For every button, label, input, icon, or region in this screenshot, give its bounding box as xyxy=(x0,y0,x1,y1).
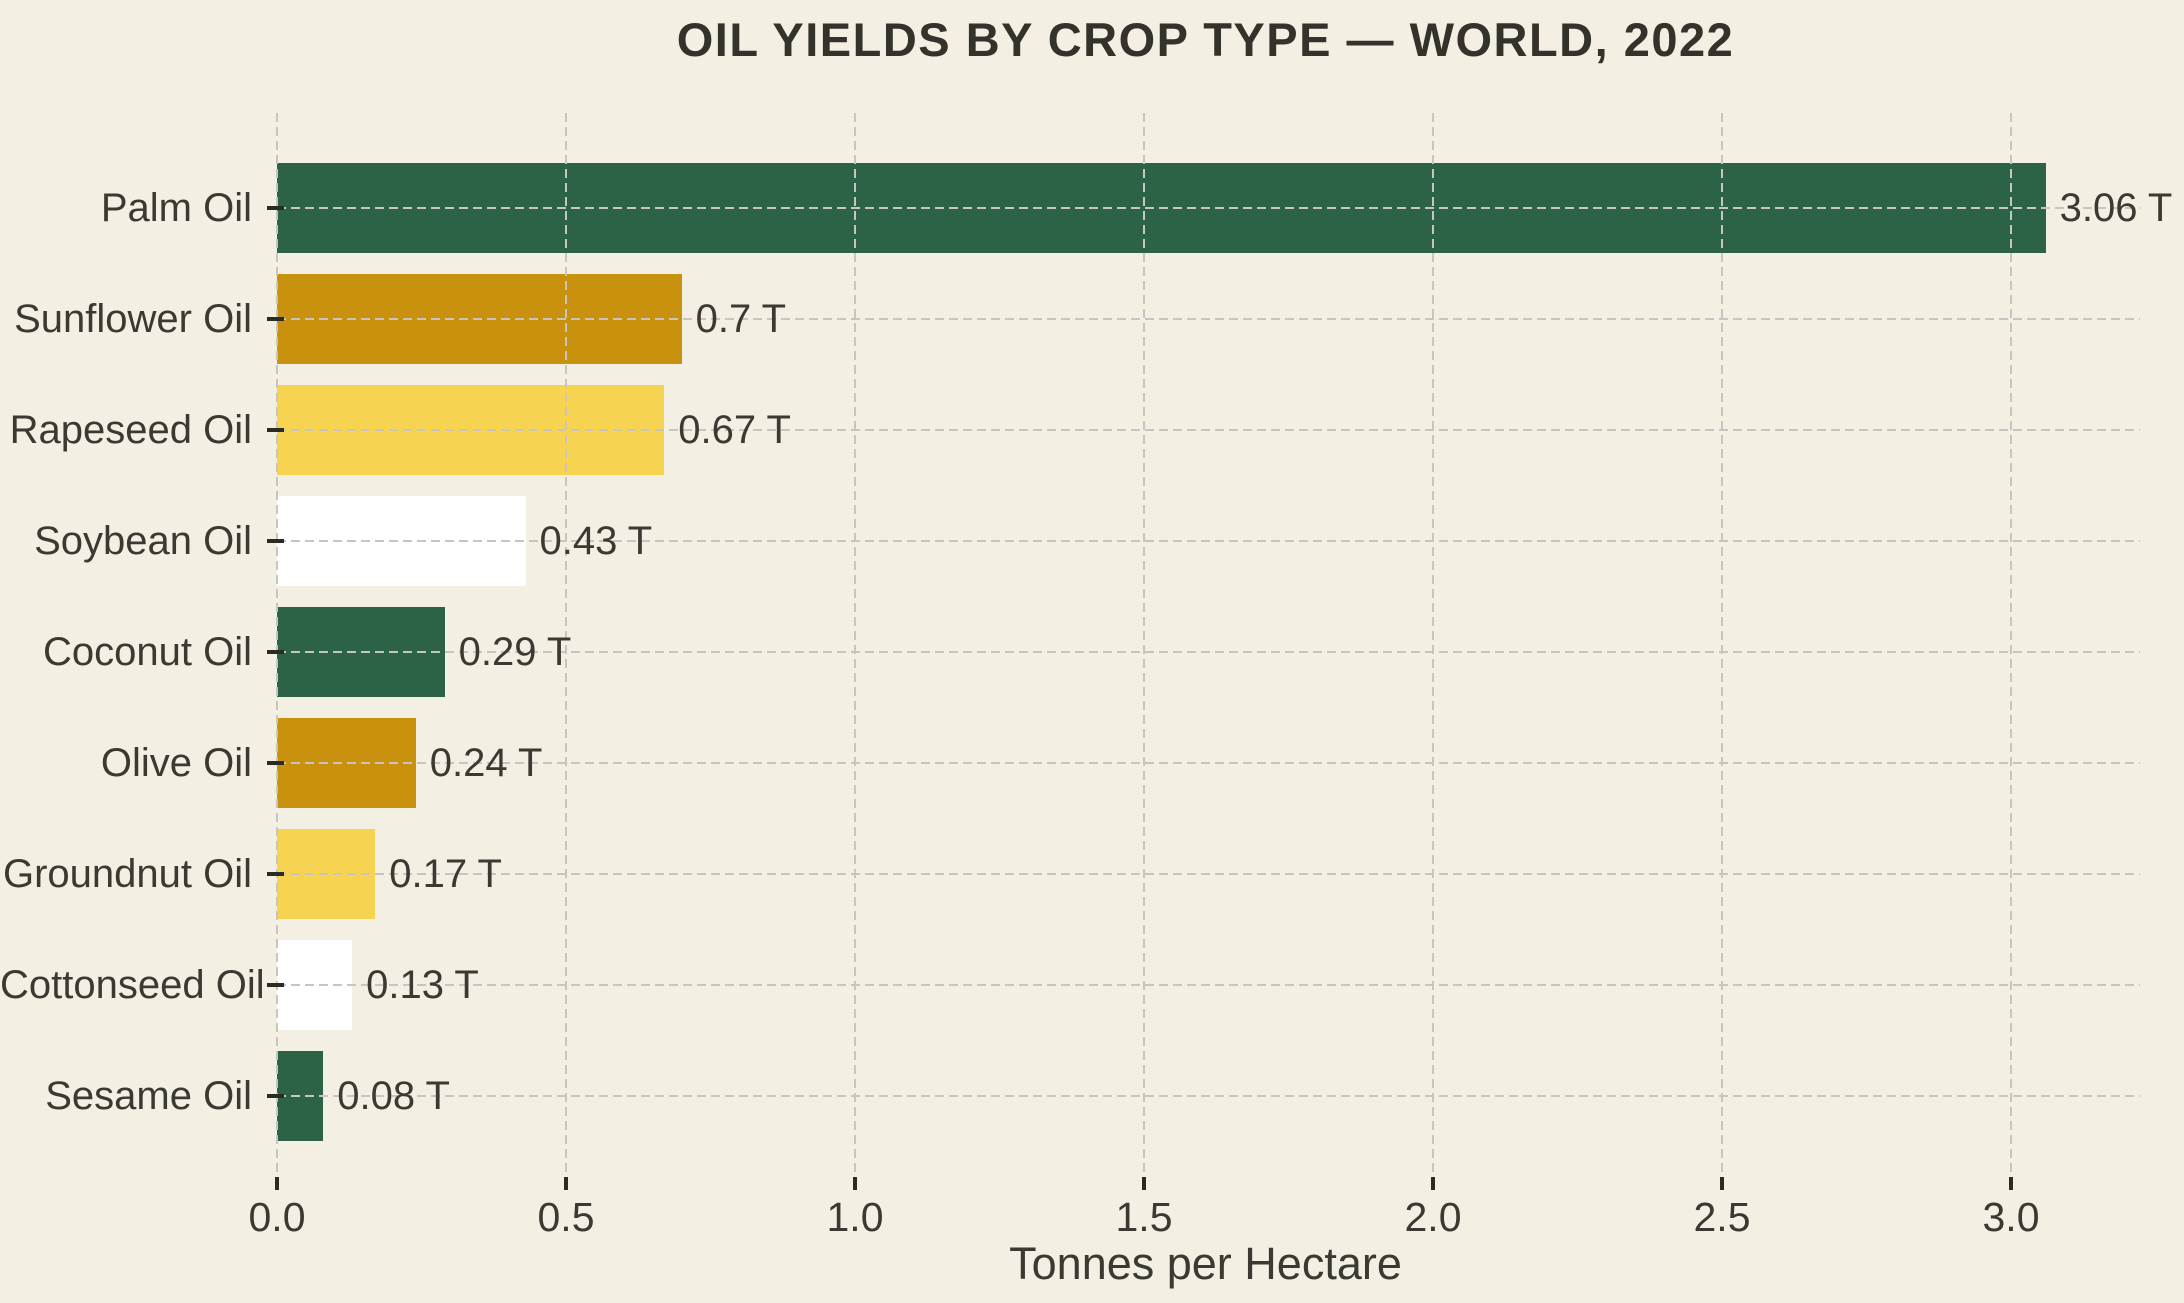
category-label-soybean-oil: Soybean Oil xyxy=(34,518,252,563)
value-label-soybean-oil: 0.43 T xyxy=(539,518,653,563)
category-label-cottonseed-oil: Cottonseed Oil xyxy=(0,963,265,1008)
x-tick xyxy=(564,1177,568,1190)
x-tick xyxy=(1720,1177,1724,1190)
h-gridline xyxy=(277,762,2140,764)
h-gridline xyxy=(277,984,2140,987)
value-label-sesame-oil: 0.08 T xyxy=(337,1074,450,1119)
h-gridline xyxy=(277,650,2140,653)
category-label-coconut-oil: Coconut Oil xyxy=(43,629,252,674)
x-axis-label: Tonnes per Hectare xyxy=(1009,1238,1402,1289)
y-tick xyxy=(267,205,284,210)
v-gridline xyxy=(2010,113,2012,1175)
y-tick xyxy=(267,316,284,321)
value-label-sunflower-oil: 0.7 T xyxy=(695,296,787,341)
y-tick xyxy=(267,872,284,877)
v-gridline xyxy=(565,113,567,1175)
x-tick-label: 1.5 xyxy=(1115,1194,1173,1240)
v-gridline xyxy=(854,113,856,1175)
x-tick xyxy=(2009,1177,2013,1190)
h-gridline xyxy=(277,539,2140,542)
value-label-palm-oil: 3.06 T xyxy=(2059,185,2173,230)
value-label-cottonseed-oil: 0.13 T xyxy=(366,963,479,1008)
x-tick xyxy=(275,1177,279,1190)
category-label-rapeseed-oil: Rapeseed Oil xyxy=(9,407,252,452)
y-tick xyxy=(267,983,284,988)
value-label-rapeseed-oil: 0.67 T xyxy=(678,407,791,452)
y-tick xyxy=(267,427,284,432)
category-label-sunflower-oil: Sunflower Oil xyxy=(14,296,252,341)
value-label-coconut-oil: 0.29 T xyxy=(458,629,572,674)
x-tick-label: 2.5 xyxy=(1693,1194,1751,1240)
value-label-olive-oil: 0.24 T xyxy=(429,741,543,785)
chart-title: OIL YIELDS BY CROP TYPE — WORLD, 2022 xyxy=(676,13,1735,66)
h-gridline xyxy=(277,317,2140,320)
h-gridline xyxy=(277,1095,2140,1098)
category-label-sesame-oil: Sesame Oil xyxy=(45,1074,252,1119)
v-gridline xyxy=(276,113,278,1175)
value-label-groundnut-oil: 0.17 T xyxy=(389,852,502,897)
x-tick-label: 0.5 xyxy=(537,1194,595,1240)
y-tick xyxy=(267,761,284,765)
y-tick xyxy=(267,1094,284,1099)
x-tick-label: 1.0 xyxy=(826,1194,884,1240)
v-gridline xyxy=(1721,113,1723,1175)
category-label-olive-oil: Olive Oil xyxy=(100,741,252,785)
x-tick-label: 2.0 xyxy=(1404,1194,1462,1240)
h-gridline xyxy=(277,206,2140,209)
v-gridline xyxy=(1143,113,1145,1175)
x-tick xyxy=(1142,1177,1146,1190)
x-tick xyxy=(1431,1177,1435,1190)
x-tick xyxy=(853,1177,857,1190)
category-label-groundnut-oil: Groundnut Oil xyxy=(2,852,252,897)
h-gridline xyxy=(277,428,2140,431)
y-tick xyxy=(267,649,284,654)
x-tick-label: 0.0 xyxy=(248,1194,306,1240)
y-tick xyxy=(267,538,284,543)
v-gridline xyxy=(1432,113,1434,1175)
x-tick-label: 3.0 xyxy=(1982,1194,2040,1240)
h-gridline xyxy=(277,873,2140,876)
category-label-palm-oil: Palm Oil xyxy=(100,185,252,230)
